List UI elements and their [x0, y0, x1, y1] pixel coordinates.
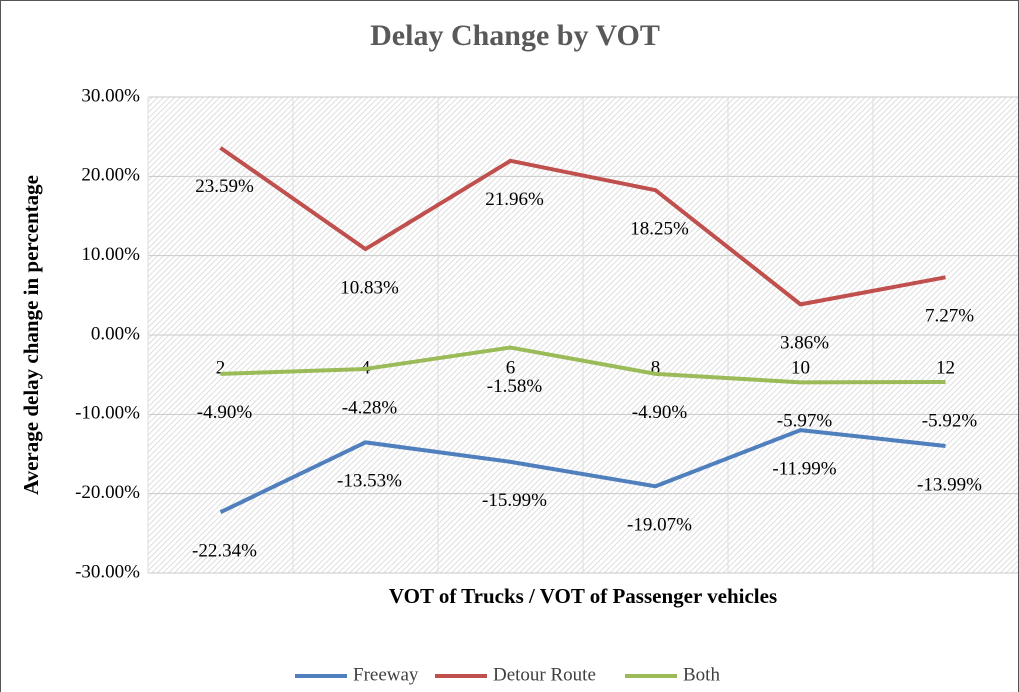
x-tick-label: 10: [791, 357, 810, 378]
data-label: -5.97%: [777, 411, 833, 432]
series-line: [219, 146, 946, 307]
data-label: -19.07%: [627, 515, 692, 536]
data-label: 3.86%: [780, 333, 829, 354]
y-tick-label: 0.00%: [91, 323, 140, 344]
y-tick-label: 20.00%: [81, 165, 140, 186]
legend-label: Freeway: [353, 664, 419, 685]
series-line: [220, 345, 946, 385]
data-label: 18.25%: [630, 219, 689, 240]
y-tick-label: -20.00%: [75, 482, 140, 503]
data-label: -22.34%: [192, 541, 257, 562]
y-axis-title: Average delay change in percentage: [19, 175, 43, 495]
data-label: 7.27%: [925, 306, 974, 327]
x-axis-title: VOT of Trucks / VOT of Passenger vehicle…: [389, 584, 777, 608]
legend-label: Both: [683, 664, 720, 685]
y-tick-label: -10.00%: [75, 403, 140, 424]
x-tick-label: 6: [506, 357, 516, 378]
data-label: -4.28%: [342, 397, 398, 418]
data-label: -13.99%: [917, 474, 982, 495]
chart-title: Delay Change by VOT: [370, 19, 660, 52]
data-label: -15.99%: [482, 490, 547, 511]
y-tick-label: -30.00%: [75, 561, 140, 582]
data-label: -1.58%: [487, 376, 543, 397]
x-tick-label: 8: [651, 357, 661, 378]
data-label: 10.83%: [340, 277, 399, 298]
data-label: 21.96%: [485, 189, 544, 210]
x-tick-label: 12: [936, 357, 955, 378]
data-label: -4.90%: [197, 402, 253, 423]
data-label: 23.59%: [195, 176, 254, 197]
y-tick-label: 30.00%: [81, 85, 140, 106]
data-label: -13.53%: [337, 471, 402, 492]
y-tick-label: 10.00%: [81, 244, 140, 265]
data-label: -4.90%: [632, 402, 688, 423]
series-line: [219, 428, 946, 515]
legend-label: Detour Route: [493, 664, 596, 685]
data-label: -11.99%: [772, 458, 836, 479]
x-tick-label: 2: [216, 357, 226, 378]
data-label: -5.92%: [922, 410, 978, 431]
